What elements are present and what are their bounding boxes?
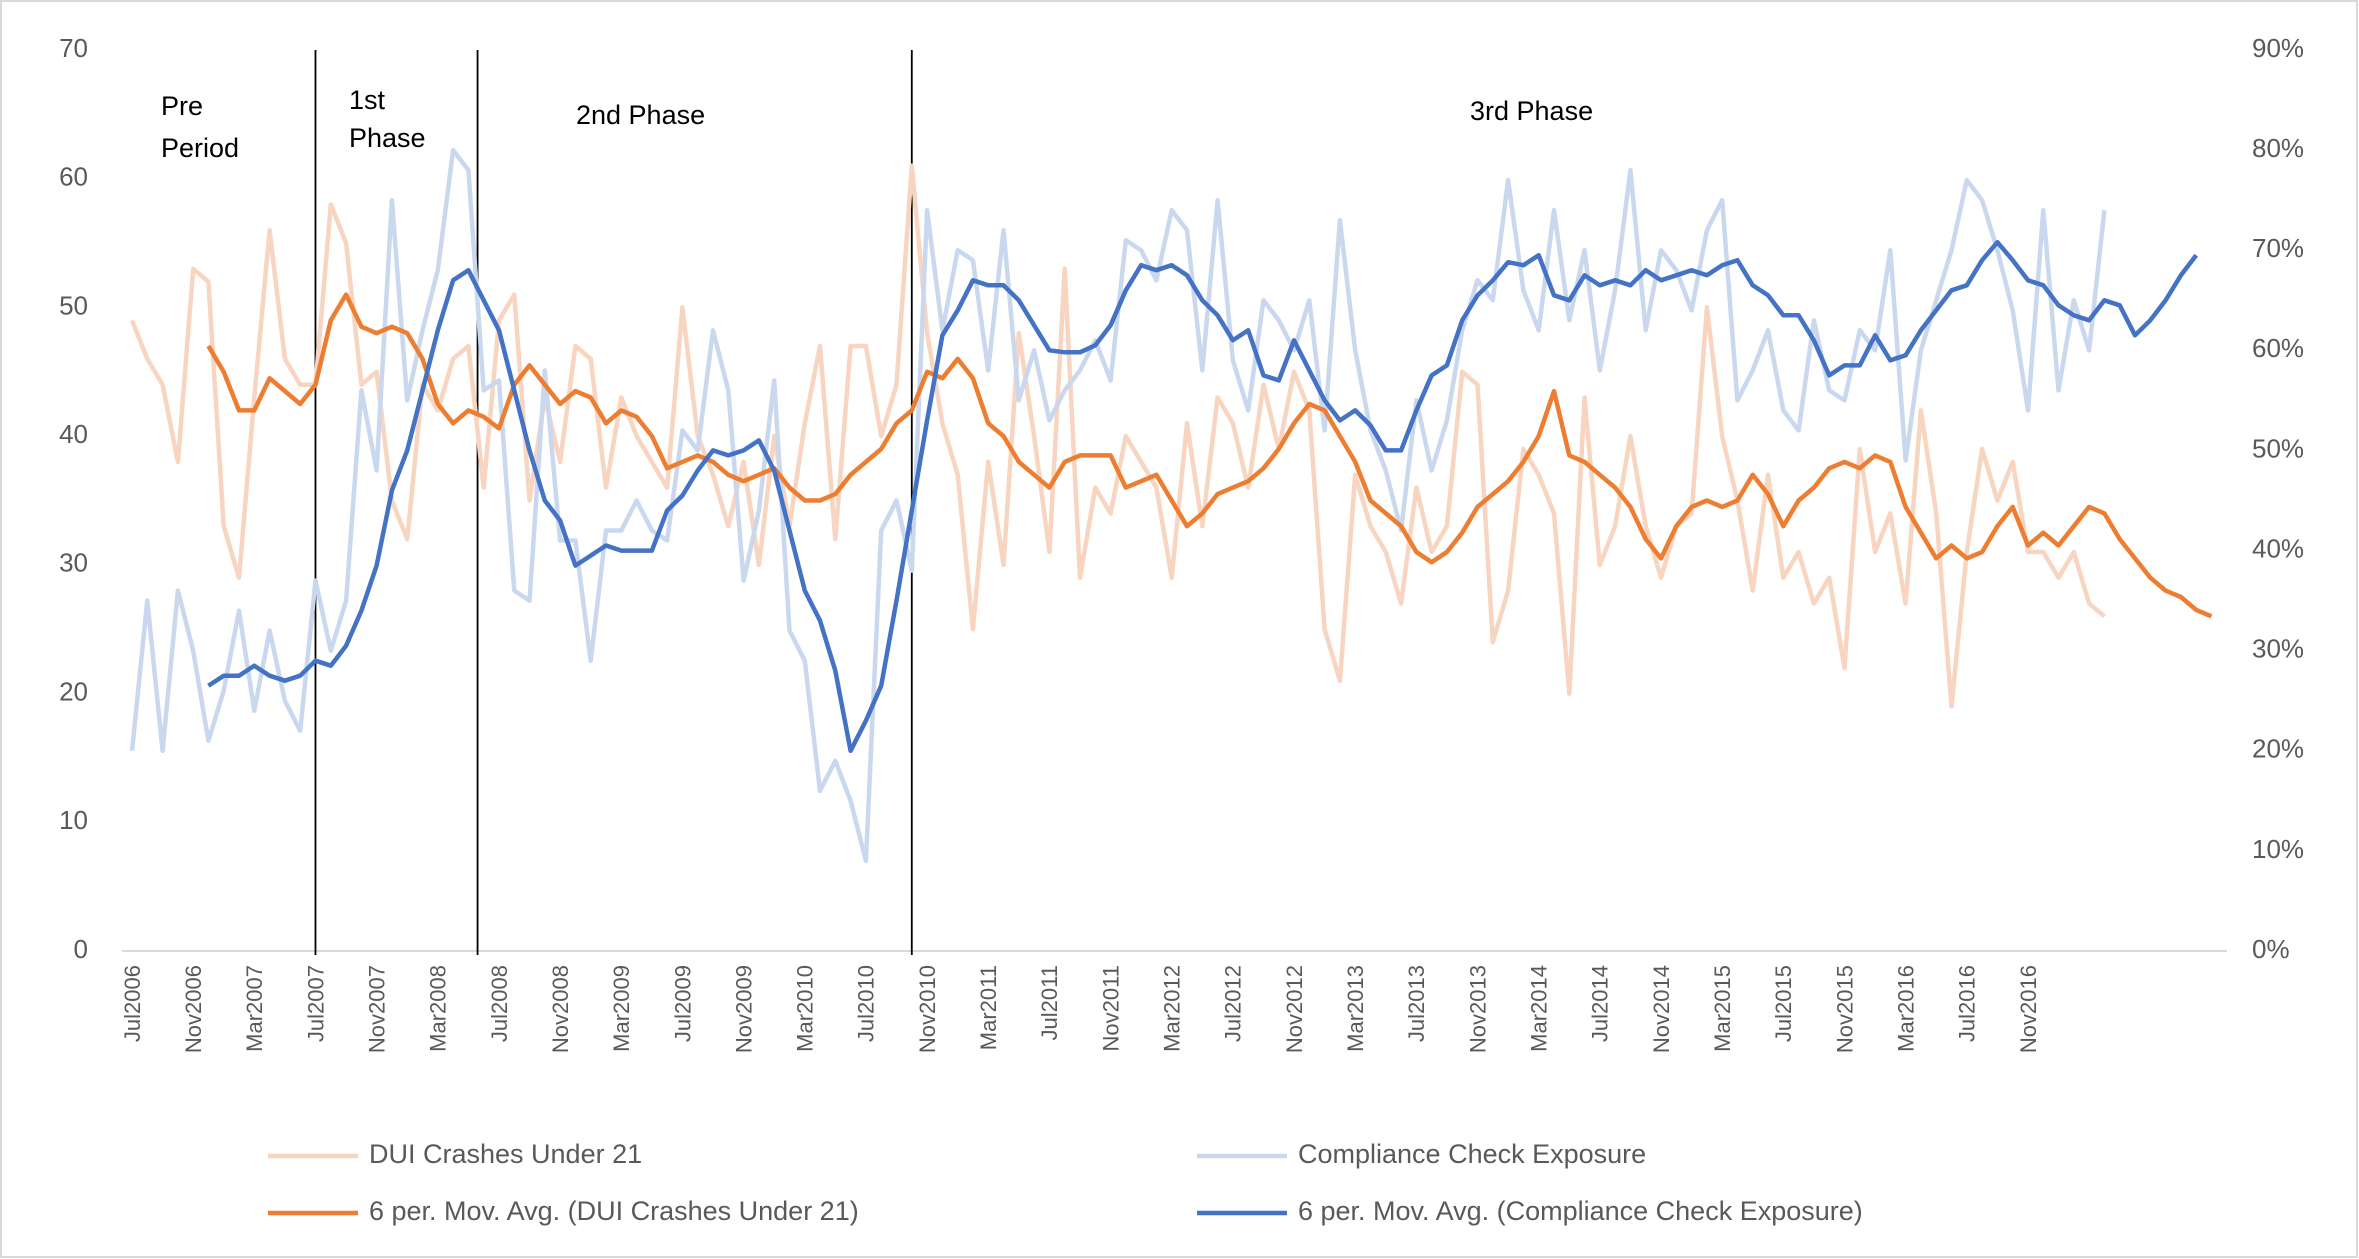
x-tick-label: Jul2013 (1404, 965, 1429, 1042)
x-tick-label: Jul2007 (303, 965, 328, 1042)
x-tick-label: Jul2010 (854, 965, 879, 1042)
x-tick-label: Nov2007 (364, 965, 389, 1053)
x-tick-label: Mar2013 (1343, 965, 1368, 1052)
x-tick-label: Mar2014 (1526, 965, 1551, 1052)
x-tick-label: Nov2014 (1649, 965, 1674, 1053)
phase-label: Period (161, 133, 239, 163)
phase-label: 1st (349, 85, 386, 115)
x-tick-label: Jul2014 (1588, 965, 1613, 1042)
x-tick-label: Mar2012 (1160, 965, 1185, 1052)
legend-label: 6 per. Mov. Avg. (DUI Crashes Under 21) (369, 1196, 859, 1226)
x-tick-label: Jul2015 (1771, 965, 1796, 1042)
y-tick-label: 20 (59, 676, 88, 706)
x-tick-label: Nov2016 (2016, 965, 2041, 1053)
phase-label: 3rd Phase (1470, 96, 1593, 126)
y2-tick-label: 50% (2252, 433, 2304, 463)
y-tick-label: 40 (59, 419, 88, 449)
series-line (207, 239, 2198, 754)
x-tick-label: Mar2009 (609, 965, 634, 1052)
y2-tick-label: 70% (2252, 233, 2304, 263)
x-tick-label: Mar2008 (426, 965, 451, 1052)
x-tick-label: Jul2008 (487, 965, 512, 1042)
y2-tick-label: 90% (2252, 33, 2304, 63)
x-tick-label: Nov2013 (1465, 965, 1490, 1053)
x-tick-label: Nov2008 (548, 965, 573, 1053)
x-tick-label: Jul2011 (1037, 965, 1062, 1040)
x-tick-label: Nov2011 (1098, 965, 1123, 1051)
phase-label: Phase (349, 123, 426, 153)
y-tick-label: 50 (59, 290, 88, 320)
y-tick-label: 10 (59, 805, 88, 835)
y2-tick-label: 0% (2252, 934, 2290, 964)
legend-label: Compliance Check Exposure (1298, 1139, 1646, 1169)
x-tick-label: Mar2010 (793, 965, 818, 1052)
y2-tick-label: 60% (2252, 333, 2304, 363)
x-tick-label: Nov2015 (1832, 965, 1857, 1053)
y2-tick-label: 20% (2252, 734, 2304, 764)
x-tick-label: Jul2012 (1221, 965, 1246, 1042)
x-tick-label: Nov2012 (1282, 965, 1307, 1053)
y2-tick-label: 30% (2252, 634, 2304, 664)
legend-label: DUI Crashes Under 21 (369, 1139, 642, 1169)
x-tick-label: Mar2007 (242, 965, 267, 1052)
x-tick-label: Jul2006 (120, 965, 145, 1042)
y2-tick-label: 40% (2252, 533, 2304, 563)
y-tick-label: 70 (59, 33, 88, 63)
phase-label: 2nd Phase (576, 100, 705, 130)
x-tick-label: Nov2006 (181, 965, 206, 1053)
x-tick-label: Jul2009 (670, 965, 695, 1042)
x-tick-label: Nov2010 (915, 965, 940, 1053)
x-tick-label: Mar2016 (1893, 965, 1918, 1052)
phase-label: Pre (161, 91, 203, 121)
x-tick-label: Jul2016 (1955, 965, 1980, 1042)
y-tick-label: 60 (59, 162, 88, 192)
y2-tick-label: 80% (2252, 133, 2304, 163)
x-tick-label: Mar2011 (976, 965, 1001, 1050)
x-tick-label: Mar2015 (1710, 965, 1735, 1052)
series-line (206, 292, 2213, 619)
y-tick-label: 0 (74, 934, 88, 964)
y2-tick-label: 10% (2252, 834, 2304, 864)
legend-label: 6 per. Mov. Avg. (Compliance Check Expos… (1298, 1196, 1863, 1226)
y-tick-label: 30 (59, 548, 88, 578)
x-tick-label: Nov2009 (731, 965, 756, 1053)
